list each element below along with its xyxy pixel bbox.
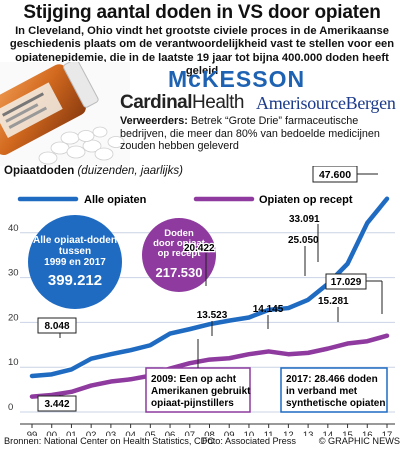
callout-all-line3: 1999 en 2017 [44,257,106,268]
footer-copyright: © GRAPHIC NEWS [318,436,400,446]
label-all-2010: 20.422 [184,243,215,254]
x-tick-label: 11 [264,430,274,436]
amerisourcebergen-logo: AmerisourceBergen [256,93,396,113]
label-rx-1999: 3.442 [44,399,69,410]
x-tick-label: 15 [342,430,353,436]
legend: Alle opiaten Opiaten op recept [17,194,353,206]
x-tick-label: 10 [244,430,255,436]
x-tick-label: 16 [362,430,373,436]
legend-label-prescription: Opiaten op recept [259,194,353,206]
x-tick-label: 14 [323,430,334,436]
label-rx-2017: 17.029 [331,277,362,288]
pill-bottle-photo [0,62,130,166]
x-tick-label: 06 [165,430,176,436]
x-tick-label: 05 [145,430,156,436]
footer-source: Bronnen: National Center on Health Stati… [4,436,214,446]
page-title: Stijging aantal doden in VS door opiaten [23,2,381,23]
x-tick-label: 00 [46,430,57,436]
callout-all-line2: tussen [59,246,91,257]
note-2009-line1: 2009: Een op acht [151,374,237,385]
callout-all-circle [28,215,122,309]
y-tick-label: 10 [8,357,19,368]
x-tick-label: 07 [184,430,195,436]
note-2009: 2009: Een op acht Amerikanen gebruikt op… [145,339,251,413]
x-tick-label: 02 [86,430,97,436]
page-subtitle: In Cleveland, Ohio vindt het grootste ci… [9,25,395,78]
x-tick-label: 13 [303,430,314,436]
footer-photo-credit: Foto: Associated Press [202,436,296,446]
callout-prescription-total: Doden door opiaat op recept 217.530 [142,218,216,292]
x-tick-label: 04 [125,430,136,436]
note-2009-line3: opiaat-pijnstillers [151,398,234,409]
x-tick-label: 12 [283,430,294,436]
x-tick-label: 09 [224,430,235,436]
callout-rx-line2: door opiaat [153,238,206,249]
note-2017: 2017: 28.466 doden in verband met synthe… [280,367,388,413]
y-tick-label: 20 [8,312,19,323]
x-tick-label: 01 [66,430,77,436]
x-axis: 99 00 01 02 03 04 05 06 07 08 09 10 11 12 13 14 15 16 17 [20,423,395,436]
mckesson-logo: McKESSON [168,66,306,92]
y-tick-label: 30 [8,268,19,279]
x-tick-label: 08 [204,430,215,436]
label-all-2015: 33.091 [289,214,320,225]
callout-rx-value: 217.530 [156,265,203,280]
label-rx-2016: 15.281 [318,296,349,307]
label-all-2016: 25.050 [288,235,319,246]
callout-all-total: Alle opiaat-doden tussen 1999 en 2017 39… [28,215,122,309]
y-axis: 0 10 20 30 40 [8,223,19,413]
defendants-note: Verweerders: Betrek “Grote Drie” farmace… [120,115,380,153]
callout-rx-circle [142,218,216,292]
label-all-2017: 47.600 [319,169,351,181]
callout-all-value: 399.212 [48,272,102,289]
note-2017-line1: 2017: 28.466 doden [286,374,378,385]
legend-label-all: Alle opiaten [84,194,147,206]
label-rx-2011: 13.523 [197,310,228,321]
y-tick-label: 0 [8,402,13,413]
label-all-1999: 8.048 [44,321,69,332]
x-tick-label: 17 [382,430,393,436]
x-tick-label: 03 [106,430,117,436]
note-2017-line2: in verband met [286,386,358,397]
label-rx-2014: 14.145 [253,304,284,315]
note-2009-line2: Amerikanen gebruikt [151,386,251,397]
callout-all-line1: Alle opiaat-doden [33,235,117,246]
note-2017-line3: synthetische opiaten [286,398,385,409]
callout-rx-line1: Doden [164,228,194,239]
cardinal-health-logo: CardinalHealth [120,92,244,113]
y-tick-label: 40 [8,223,19,234]
chart-title: Opiaatdoden (duizenden, jaarlijks) [4,165,183,177]
value-labels: 8.048 3.442 20.422 20.422 13.523 14.145 … [37,166,383,412]
callout-rx-line3: op recept [158,248,202,259]
x-tick-label: 99 [27,430,38,436]
svg-text:20.422: 20.422 [184,243,215,254]
opioid-deaths-chart: 0 10 20 30 40 99 00 01 02 03 04 05 06 07 08 09 10 11 12 13… [8,166,395,436]
